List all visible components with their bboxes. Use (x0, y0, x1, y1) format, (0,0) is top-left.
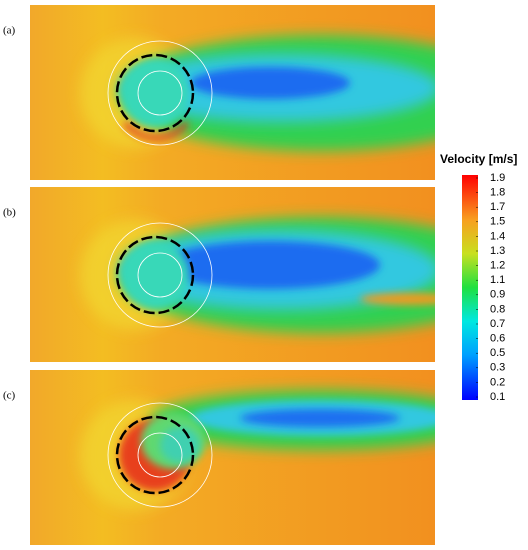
panel-label: (b) (3, 207, 16, 219)
wake-core (240, 409, 400, 427)
colorbar-tick-label: 1.4 (490, 230, 505, 242)
colorbar-tick-label: 1.5 (490, 216, 505, 228)
cylinder-core (121, 241, 189, 309)
inner-ring (137, 70, 183, 116)
field (30, 5, 435, 180)
inner-ring (137, 432, 183, 478)
cylinder-outline (115, 415, 195, 495)
colorbar-tick-label: 1.9 (490, 172, 505, 184)
contour-panel (30, 5, 435, 180)
field (30, 370, 435, 545)
outer-ring (107, 222, 213, 328)
colorbar-tick-label: 1.2 (490, 260, 505, 272)
outer-ring (107, 40, 213, 146)
cylinder-core (121, 59, 189, 127)
panel-label: (a) (3, 25, 16, 37)
colorbar-tick-label: 0.5 (490, 347, 505, 359)
colorbar-tick-label: 1.7 (490, 201, 505, 213)
wake-core (160, 241, 380, 289)
colorbar-tick-label: 1.3 (490, 245, 505, 257)
colorbar-tick-label: 0.3 (490, 362, 505, 374)
cylinder-outline (115, 235, 195, 315)
colorbar-title: Velocity [m/s] (440, 152, 517, 166)
contour-panel (30, 187, 435, 362)
field (30, 187, 435, 362)
inner-ring (137, 252, 183, 298)
colorbar-tick-label: 1.8 (490, 187, 505, 199)
wake-core (190, 67, 350, 99)
wake-tail (360, 293, 435, 305)
cylinder-outline (115, 53, 195, 133)
colorbar-tick-label: 0.6 (490, 333, 505, 345)
colorbar-tick-label: 0.2 (490, 376, 505, 388)
colorbar-tick-label: 1.1 (490, 274, 505, 286)
colorbar-tick-label: 0.9 (490, 289, 505, 301)
panel-label: (c) (3, 390, 16, 402)
colorbar-tick-label: 0.1 (490, 391, 505, 403)
outer-ring (107, 402, 213, 508)
colorbar (462, 175, 478, 400)
colorbar-tick-label: 0.7 (490, 318, 505, 330)
edge-red (123, 121, 189, 141)
colorbar-tick-label: 0.8 (490, 303, 505, 315)
contour-panel (30, 370, 435, 545)
